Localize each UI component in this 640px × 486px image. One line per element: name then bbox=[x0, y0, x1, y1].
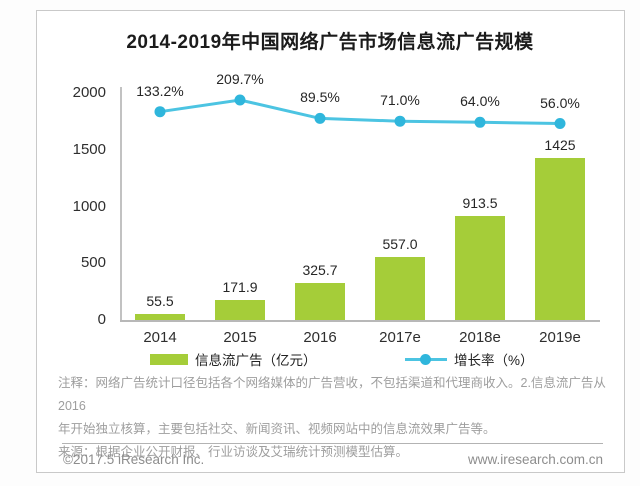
growth-marker bbox=[154, 106, 166, 118]
line-legend-label: 增长率（%） bbox=[454, 353, 534, 368]
chart-area: 0 500 1000 1500 2000 55.5 2014 171.9 2015 325.7 20… bbox=[72, 71, 600, 346]
y-axis-tick-label: 1000 bbox=[72, 197, 106, 215]
notes: 注释：网络广告统计口径包括各个网络媒体的广告营收，不包括渠道和代理商收入。2.信… bbox=[58, 372, 612, 464]
bar bbox=[215, 300, 265, 320]
chart-card bbox=[36, 10, 625, 473]
x-axis-tick-label: 2014 bbox=[143, 329, 177, 346]
growth-marker bbox=[314, 112, 326, 124]
chart-title: 2014-2019年中国网络广告市场信息流广告规模 bbox=[126, 32, 534, 53]
bar bbox=[455, 216, 505, 320]
growth-line bbox=[154, 94, 566, 129]
footer-divider bbox=[62, 443, 603, 444]
y-axis-tick-label: 1500 bbox=[72, 140, 106, 158]
x-axis-tick-label: 2017e bbox=[379, 329, 421, 346]
bar-value-label: 55.5 bbox=[146, 292, 174, 309]
bar-legend-swatch-icon bbox=[150, 353, 188, 365]
growth-marker bbox=[554, 118, 566, 129]
x-axis-tick-label: 2015 bbox=[223, 329, 257, 346]
growth-rate-label: 133.2% bbox=[136, 82, 184, 99]
y-axis-tick-label: 0 bbox=[97, 311, 106, 328]
growth-marker bbox=[394, 115, 406, 127]
y-axis-line bbox=[120, 87, 122, 321]
note-line: 注释：网络广告统计口径包括各个网络媒体的广告营收，不包括渠道和代理商收入。2.信… bbox=[58, 376, 606, 413]
note-line: 年开始独立核算，主要包括社交、新闻资讯、视频网站中的信息流效果广告等。 bbox=[58, 422, 496, 436]
legend-item-line: 增长率（%） bbox=[405, 351, 534, 368]
bar bbox=[135, 313, 185, 320]
footer: ©2017.5 iResearch Inc. www.iresearch.com… bbox=[63, 452, 603, 467]
bar-value-label: 171.9 bbox=[222, 279, 258, 296]
bar bbox=[375, 256, 425, 320]
growth-rate-label: 209.7% bbox=[216, 71, 264, 88]
growth-rate-label: 64.0% bbox=[460, 93, 500, 110]
growth-marker bbox=[234, 94, 246, 106]
x-axis-tick-label: 2018e bbox=[459, 329, 501, 346]
website-url: www.iresearch.com.cn bbox=[467, 452, 603, 467]
y-axis-tick-label: 2000 bbox=[72, 84, 106, 101]
bar-legend-label: 信息流广告（亿元） bbox=[195, 353, 317, 368]
growth-rate-label: 71.0% bbox=[380, 92, 420, 109]
growth-rate-label: 56.0% bbox=[540, 94, 580, 111]
bar-value-label: 913.5 bbox=[462, 195, 498, 212]
growth-marker bbox=[474, 116, 486, 128]
growth-line-path bbox=[159, 98, 561, 125]
bar-value-label: 1425 bbox=[544, 137, 576, 154]
growth-rate-label: 89.5% bbox=[300, 89, 340, 106]
bar-value-label: 557.0 bbox=[382, 235, 418, 252]
bar bbox=[295, 283, 345, 320]
legend-item-bars: 信息流广告（亿元） bbox=[150, 351, 317, 368]
bar bbox=[535, 158, 585, 320]
y-axis-tick-label: 500 bbox=[80, 254, 106, 272]
note-source-line: 来源：根据企业公开财报、行业访谈及艾瑞统计预测模型估算。 bbox=[58, 445, 409, 459]
bar-value-label: 325.7 bbox=[302, 262, 338, 279]
copyright: ©2017.5 iResearch Inc. bbox=[63, 452, 205, 467]
x-axis-tick-label: 2019e bbox=[539, 329, 581, 346]
x-axis-tick-label: 2016 bbox=[303, 329, 337, 346]
line-legend-swatch-icon bbox=[405, 353, 447, 365]
x-axis-line bbox=[120, 320, 600, 322]
